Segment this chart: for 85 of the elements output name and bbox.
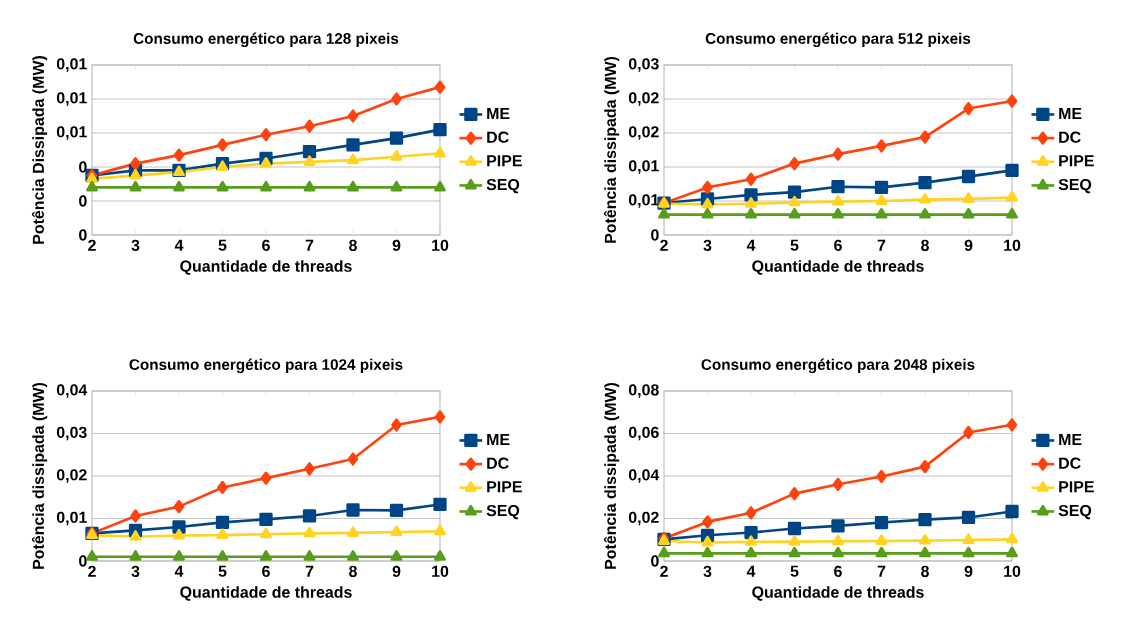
x-tick-label: 3 (131, 239, 140, 252)
legend-label: PIPE (1059, 481, 1094, 493)
x-axis-title: Quantidade de threads (752, 586, 924, 601)
x-tick-label: 8 (921, 565, 929, 577)
chart-title: Consumo energético para 512 pixeis (705, 32, 971, 48)
x-axis-title: Quantidade de threads (752, 260, 924, 275)
legend-label: SEQ (1058, 504, 1092, 520)
y-axis-title: Potência dissipada (MW) (603, 382, 620, 569)
y-tick-label: 0,04 (628, 469, 660, 483)
legend-label: PIPE (1059, 155, 1094, 167)
y-tick-label: 0,06 (628, 426, 659, 441)
y-axis-title: Potência dissipada (MW) (603, 56, 620, 243)
x-tick-label: 10 (432, 565, 449, 577)
y-axis-title: Potência Dissipada (MW) (31, 56, 48, 244)
legend-label: PIPE (487, 481, 522, 493)
y-tick-label: 0,02 (628, 92, 659, 106)
x-tick-label: 4 (174, 239, 184, 251)
x-tick-label: 8 (921, 239, 929, 251)
legend-label: ME (487, 433, 510, 445)
legend-label: SEQ (1058, 178, 1092, 194)
legend-label: DC (487, 457, 509, 469)
x-tick-label: 4 (174, 565, 184, 577)
y-tick-label: 0 (79, 229, 87, 241)
legend-label: ME (487, 107, 510, 119)
x-tick-label: 5 (790, 239, 799, 251)
x-tick-label: 4 (746, 239, 756, 251)
x-tick-label: 7 (877, 239, 886, 251)
y-tick-label: 0,01 (56, 58, 87, 72)
x-tick-label: 3 (131, 565, 140, 578)
y-tick-label: 0 (79, 161, 87, 173)
y-tick-label: 0,01 (56, 126, 87, 140)
x-tick-label: 5 (218, 565, 227, 577)
x-tick-label: 8 (349, 565, 357, 577)
x-tick-label: 5 (218, 239, 227, 251)
x-tick-label: 9 (392, 565, 401, 577)
y-tick-label: 0,04 (56, 384, 88, 398)
y-tick-label: 0,03 (628, 58, 659, 72)
x-tick-label: 6 (262, 239, 270, 251)
x-tick-label: 10 (1004, 565, 1021, 577)
x-tick-label: 9 (964, 565, 973, 577)
x-tick-label: 10 (1004, 239, 1021, 251)
legend-label: DC (487, 131, 509, 143)
x-tick-label: 6 (834, 239, 842, 251)
y-tick-label: 0,01 (56, 92, 87, 106)
legend-label: ME (1059, 107, 1082, 119)
x-tick-label: 2 (88, 239, 96, 251)
legend-label: SEQ (486, 504, 520, 520)
chart-title: Consumo energético para 128 pixeis (133, 32, 399, 48)
y-tick-label: 0 (651, 555, 659, 567)
y-tick-label: 0,03 (56, 426, 87, 441)
y-tick-label: 0 (79, 195, 87, 207)
x-axis-title: Quantidade de threads (180, 260, 352, 275)
x-tick-label: 4 (746, 565, 756, 577)
x-tick-label: 2 (88, 565, 96, 577)
y-tick-label: 0 (79, 555, 87, 567)
x-tick-label: 7 (305, 239, 314, 251)
x-tick-label: 3 (703, 565, 712, 578)
x-tick-label: 3 (703, 239, 712, 252)
legend-label: SEQ (486, 178, 520, 194)
legend-label: PIPE (487, 155, 522, 167)
x-axis-title: Quantidade de threads (180, 586, 352, 601)
legend-label: ME (1059, 433, 1082, 445)
x-tick-label: 6 (834, 565, 842, 577)
legend-label: DC (1059, 131, 1081, 143)
y-tick-label: 0,08 (628, 384, 659, 398)
x-tick-label: 9 (964, 239, 973, 251)
y-tick-label: 0 (651, 229, 659, 241)
legend-label: DC (1059, 457, 1081, 469)
y-tick-label: 0,02 (628, 511, 659, 526)
y-tick-label: 0,02 (628, 126, 659, 140)
x-tick-label: 5 (790, 565, 799, 577)
x-tick-label: 7 (305, 565, 314, 577)
y-tick-label: 0,01 (628, 160, 659, 174)
x-tick-label: 7 (877, 565, 886, 577)
x-tick-label: 2 (660, 565, 668, 577)
x-tick-label: 8 (349, 239, 357, 251)
x-tick-label: 9 (392, 239, 401, 251)
chart-title: Consumo energético para 2048 pixeis (701, 358, 975, 374)
chart-title: Consumo energético para 1024 pixeis (129, 358, 403, 374)
y-tick-label: 0,01 (56, 511, 87, 526)
x-tick-label: 10 (432, 239, 449, 251)
x-tick-label: 6 (262, 565, 270, 577)
x-tick-label: 2 (660, 239, 668, 251)
y-axis-title: Potência dissipada (MW) (31, 382, 48, 569)
y-tick-label: 0,02 (56, 469, 87, 483)
